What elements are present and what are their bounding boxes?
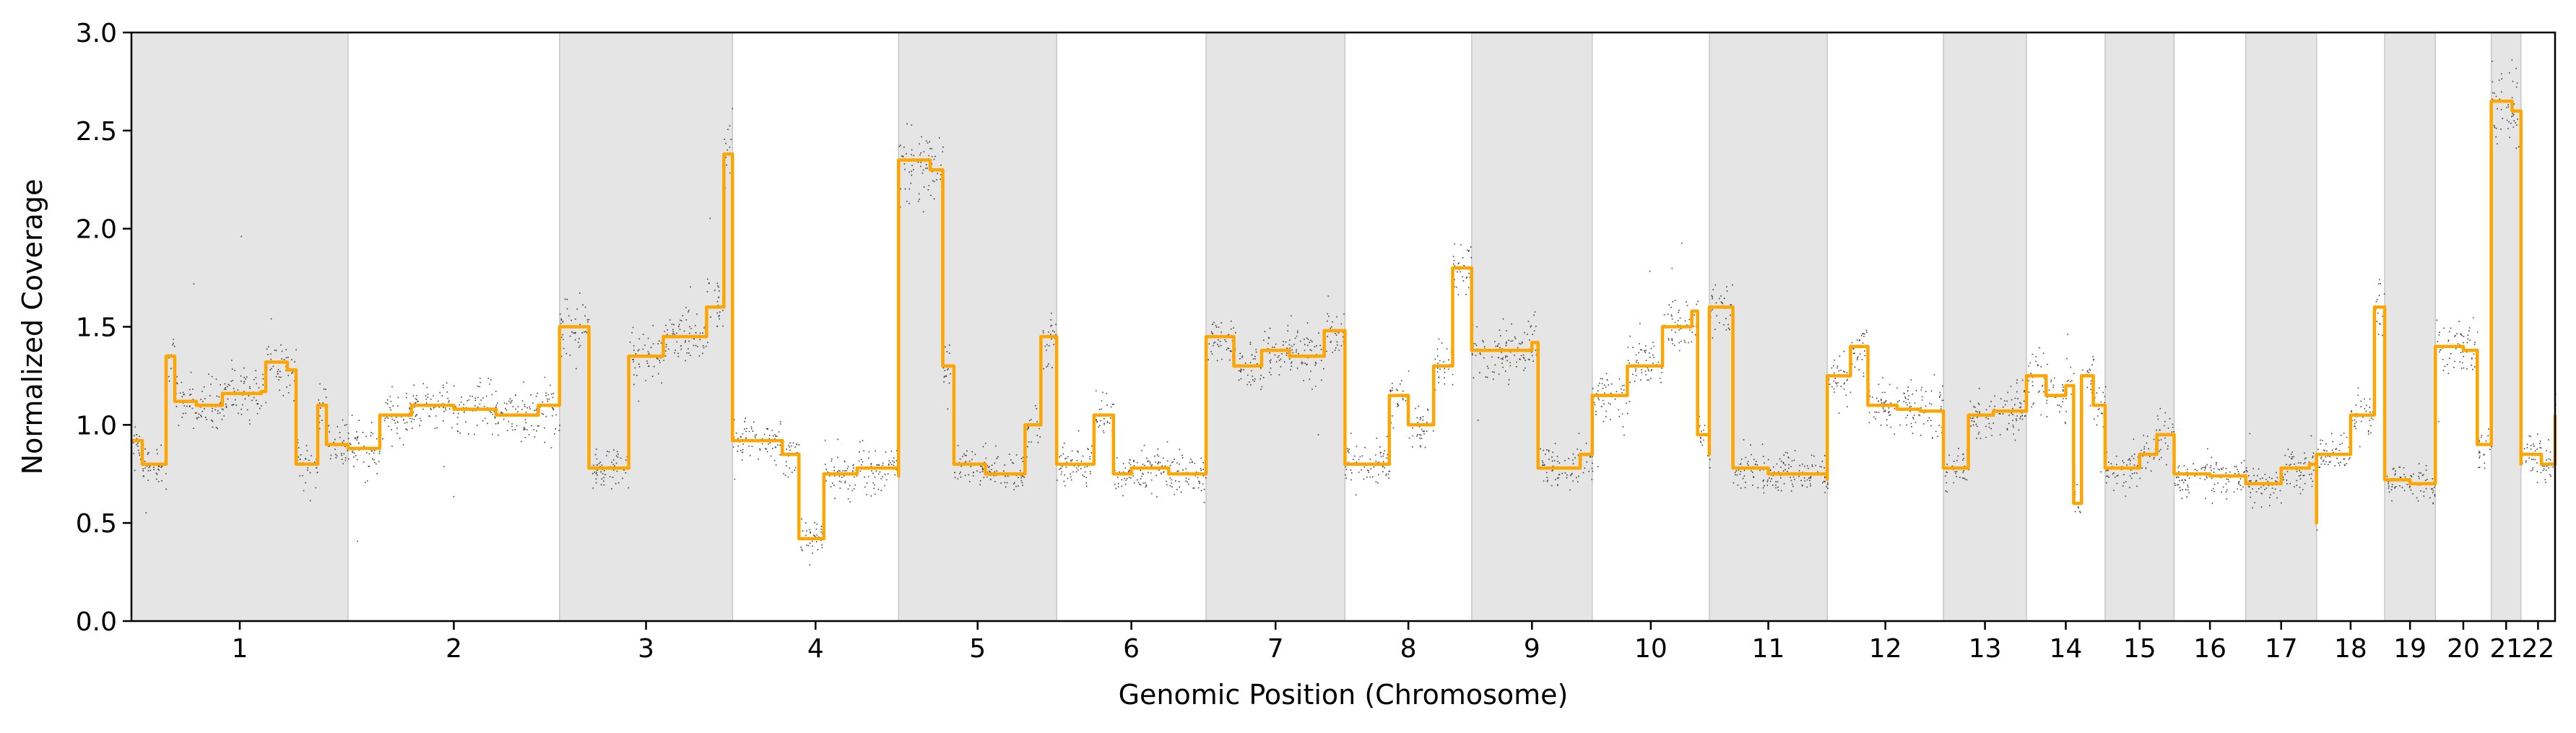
chromosome-bands xyxy=(131,32,2522,621)
x-tick-label-chr18: 18 xyxy=(2334,634,2367,664)
x-tick-label-chr9: 9 xyxy=(1524,634,1540,664)
x-tick-label-chr22: 22 xyxy=(2522,634,2555,664)
chromosome-band-11 xyxy=(1709,32,1828,621)
y-axis: 0.0 0.5 1.0 1.5 2.0 2.5 3.0 xyxy=(76,19,131,637)
segment-line xyxy=(131,99,2557,541)
x-axis-label: Genomic Position (Chromosome) xyxy=(1119,679,1569,711)
y-tick-label: 3.0 xyxy=(76,19,117,48)
x-tick-label-chr5: 5 xyxy=(969,634,986,664)
x-tick-label-chr19: 19 xyxy=(2393,634,2427,664)
chromosome-band-5 xyxy=(898,32,1057,621)
x-tick-label-chr17: 17 xyxy=(2265,634,2298,664)
x-tick-label-chr6: 6 xyxy=(1123,634,1140,664)
x-tick-label-chr20: 20 xyxy=(2447,634,2480,664)
y-tick-label: 1.5 xyxy=(76,313,117,343)
x-tick-label-chr4: 4 xyxy=(807,634,824,664)
x-tick-label-chr21: 21 xyxy=(2489,634,2523,664)
chromosome-band-13 xyxy=(1943,32,2027,621)
y-axis-label: Normalized Coverage xyxy=(17,179,48,475)
y-tick-label: 0.0 xyxy=(76,607,117,637)
y-tick-label: 2.5 xyxy=(76,117,117,147)
x-tick-label-chr16: 16 xyxy=(2193,634,2226,664)
chromosome-band-17 xyxy=(2245,32,2317,621)
x-tick-label-chr1: 1 xyxy=(232,634,248,664)
x-tick-label-chr11: 11 xyxy=(1752,634,1785,664)
x-tick-label-chr2: 2 xyxy=(446,634,462,664)
x-tick-label-chr14: 14 xyxy=(2050,634,2083,664)
chromosome-band-15 xyxy=(2104,32,2174,621)
x-tick-label-chr3: 3 xyxy=(638,634,654,664)
segment-lines xyxy=(131,99,2557,541)
x-tick-label-chr12: 12 xyxy=(1869,634,1902,664)
chromosome-band-7 xyxy=(1206,32,1345,621)
x-tick-label-chr13: 13 xyxy=(1969,634,2002,664)
chromosome-band-1 xyxy=(131,32,349,621)
chromosome-band-21 xyxy=(2491,32,2521,621)
x-tick-label-chr8: 8 xyxy=(1400,634,1417,664)
chromosome-band-19 xyxy=(2385,32,2436,621)
y-tick-label: 2.0 xyxy=(76,215,117,245)
y-tick-label: 0.5 xyxy=(76,509,117,539)
chromosome-band-9 xyxy=(1471,32,1592,621)
x-tick-label-chr15: 15 xyxy=(2123,634,2156,664)
y-tick-label: 1.0 xyxy=(76,411,117,441)
x-tick-label-chr7: 7 xyxy=(1267,634,1284,664)
x-tick-label-chr10: 10 xyxy=(1634,634,1668,664)
